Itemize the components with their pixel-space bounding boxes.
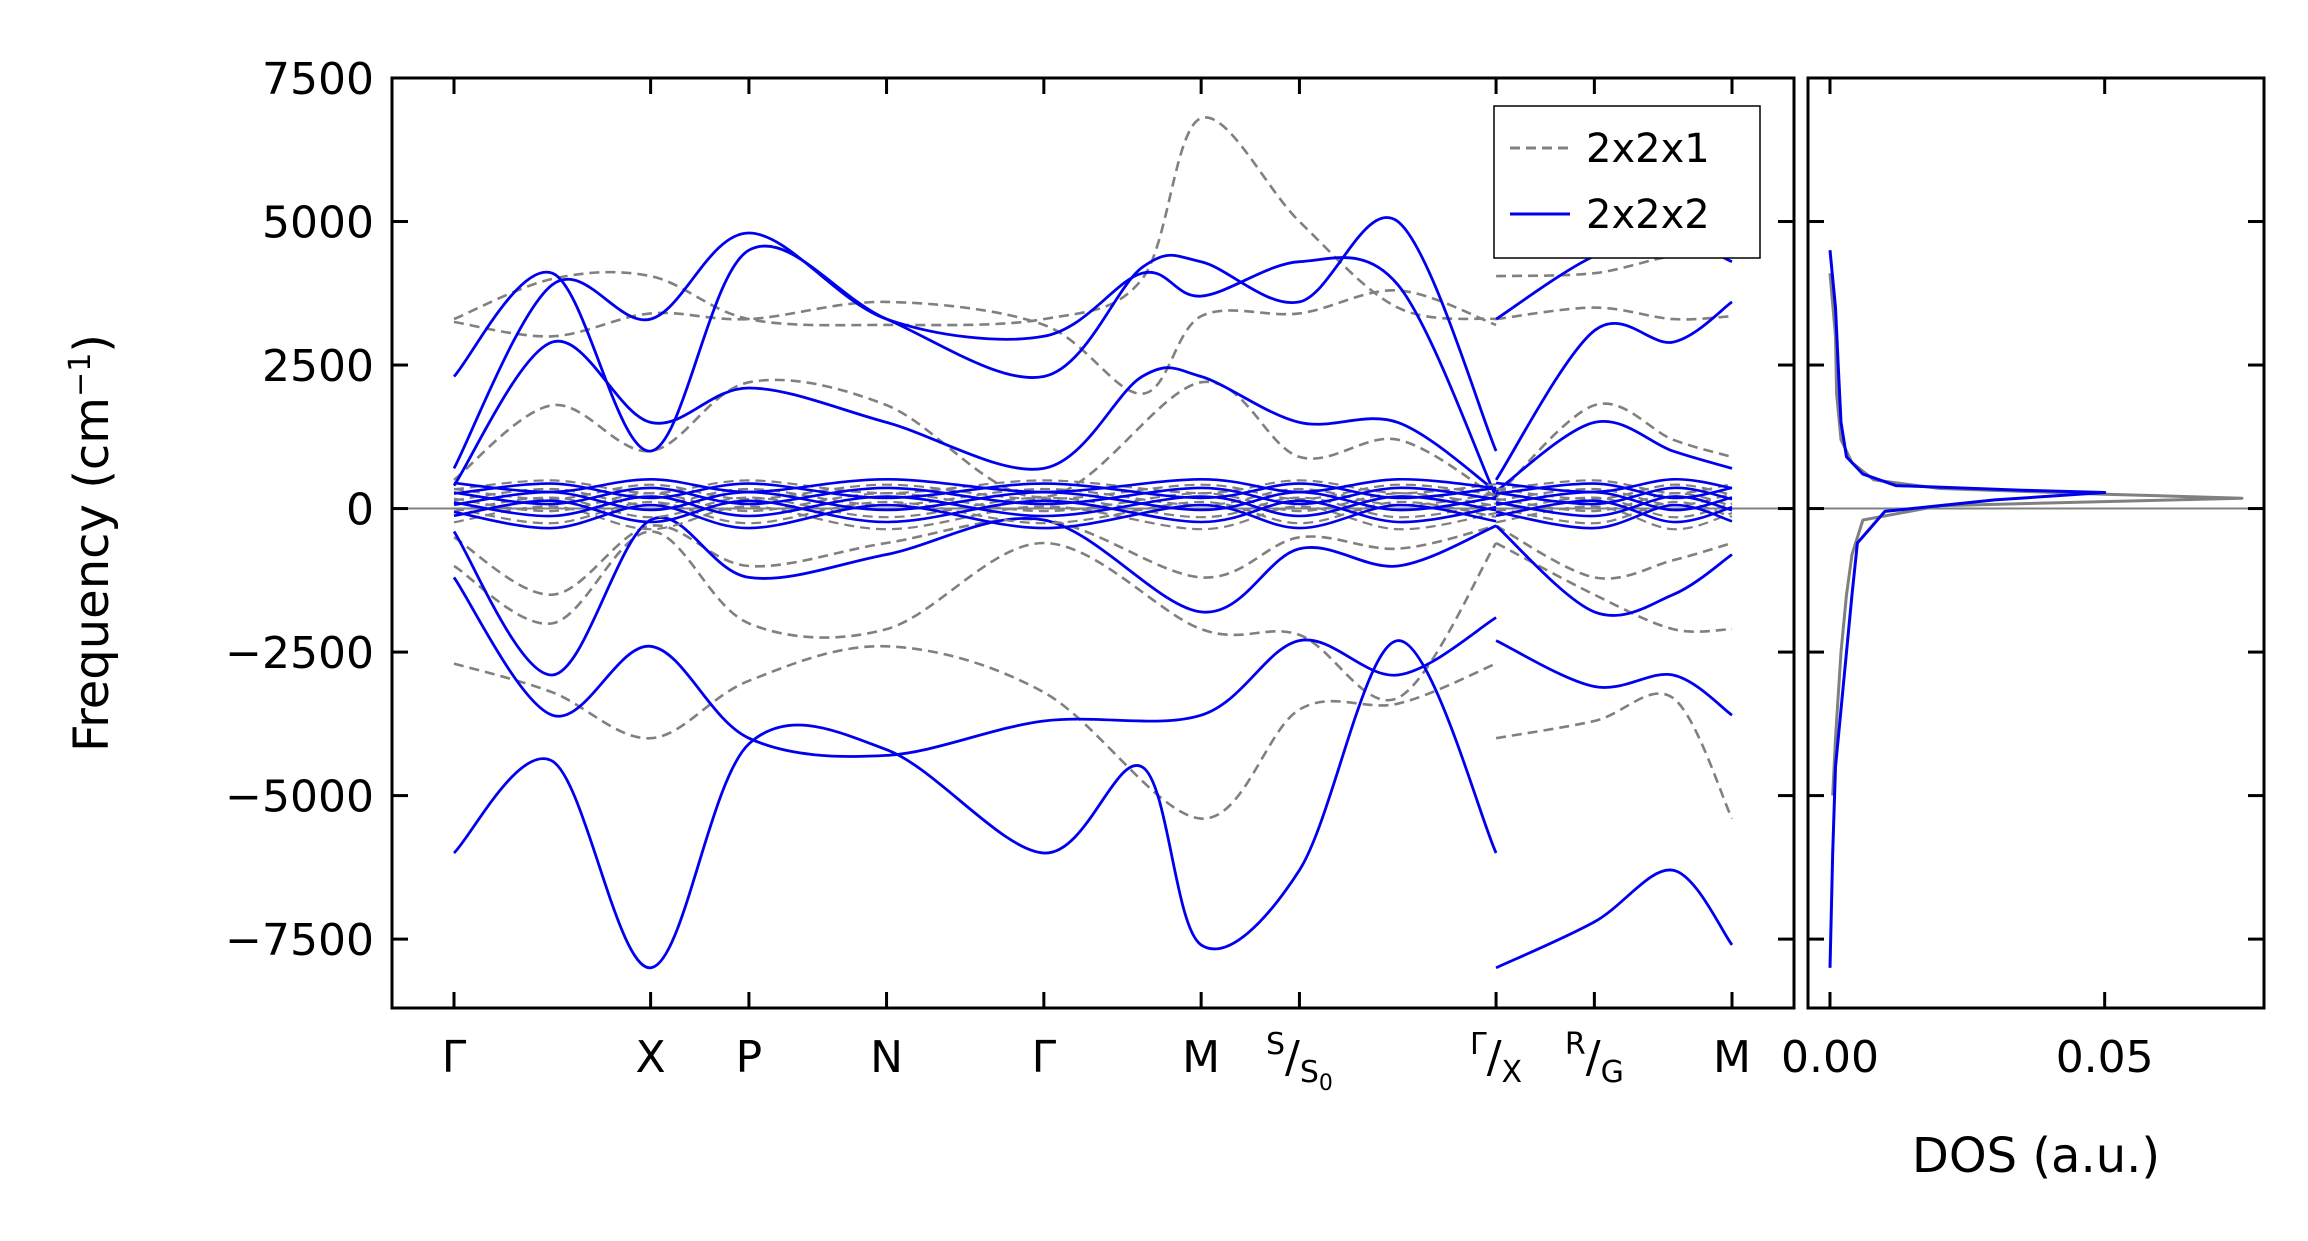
band-line-2x2x1-3 — [1495, 306, 1733, 321]
kpath-label: Γ — [1032, 1032, 1057, 1083]
band-line-2x2x1-2 — [453, 289, 1497, 396]
kpath-label: P — [736, 1032, 763, 1083]
kpath-label-compound: S/S0 — [1266, 1027, 1333, 1096]
dos-curve-2x2x2 — [1828, 250, 2107, 968]
kpath-label-compound: Γ/X — [1470, 1027, 1522, 1090]
ytick-label: 0 — [346, 485, 374, 536]
band-line-2x2x2-5 — [1495, 419, 1733, 493]
dos-axis-ticks: 0.00 0.05 — [1781, 78, 2154, 1083]
dos-plot-frame — [1806, 76, 2266, 1010]
legend-label-2x2x1: 2x2x1 — [1586, 126, 1710, 172]
frequency-axis-ticks: 7500 5000 2500 0 −2500 −5000 −7500 — [225, 54, 1794, 966]
band-bundle-2x2x2-1-1 — [1495, 482, 1733, 500]
band-line-2x2x1-5 — [1495, 402, 1733, 499]
band-line-2x2x2-10 — [453, 639, 1498, 970]
band-line-2x2x2-11 — [1495, 868, 1734, 970]
band-bundle-2x2x2-6-0 — [453, 503, 1497, 530]
band-bundle-2x2x2-6-1 — [1495, 503, 1733, 530]
kpath-label: M — [1182, 1032, 1220, 1083]
band-line-2x2x1-10 — [453, 644, 1497, 820]
band-line-2x2x1-9 — [1495, 541, 1733, 633]
band-bundle-2x2x1-6-1 — [1495, 505, 1733, 531]
band-line-2x2x1-1 — [1496, 253, 1733, 278]
kpath-label: X — [636, 1032, 666, 1083]
band-line-2x2x2-8 — [452, 576, 1497, 758]
band-line-2x2x2-4 — [452, 339, 1497, 493]
ytick-label: 7500 — [262, 54, 374, 105]
band-bundle-2x2x2-3-0 — [453, 490, 1497, 512]
band-bundle-2x2x1-4-1 — [1495, 496, 1733, 519]
dos-xtick-label: 0.05 — [2056, 1032, 2154, 1083]
band-line-2x2x1-8 — [453, 530, 1498, 702]
dos-panel: 0.00 0.05 DOS (a.u.) — [1781, 76, 2266, 1184]
band-lines — [452, 116, 1734, 970]
ytick-label: 5000 — [262, 198, 374, 249]
dos-frequency-ticks — [1808, 76, 2264, 941]
ytick-label: −2500 — [225, 628, 374, 679]
band-line-2x2x2-7 — [1495, 524, 1733, 617]
kpath-label-compound: R/G — [1565, 1027, 1624, 1090]
kpath-label: M — [1713, 1032, 1751, 1083]
band-bundle-2x2x2-2-0 — [453, 486, 1497, 506]
kpath-label: Γ — [442, 1032, 467, 1083]
legend-frame — [1493, 105, 1761, 259]
band-line-2x2x1-11 — [1495, 692, 1734, 820]
band-plot-frame — [390, 76, 1796, 1010]
band-bundle-2x2x1-1-0 — [453, 483, 1497, 501]
band-line-2x2x1-6 — [453, 517, 1497, 597]
band-line-2x2x2-2 — [452, 231, 1498, 498]
dos-curve-2x2x1 — [1828, 273, 2244, 796]
band-bundle-2x2x2-3-1 — [1495, 490, 1733, 512]
legend-label-2x2x2: 2x2x2 — [1586, 192, 1710, 238]
ytick-label: 2500 — [262, 341, 374, 392]
ytick-label: −5000 — [225, 772, 374, 823]
dos-xtick-label: 0.00 — [1781, 1032, 1879, 1083]
frequency-axis-label: Frequency (cm−1) — [63, 334, 120, 752]
band-line-2x2x2-9 — [1495, 639, 1733, 717]
band-line-2x2x1-0 — [453, 116, 1497, 327]
band-bundle-2x2x1-6-0 — [453, 505, 1497, 531]
band-bundle-2x2x1-0-1 — [1495, 479, 1733, 495]
band-bundle-2x2x1-3-0 — [453, 492, 1497, 513]
band-bundle-2x2x2-5-1 — [1495, 499, 1733, 524]
ytick-label: −7500 — [225, 915, 374, 966]
kpath-label: N — [870, 1032, 903, 1083]
kpath-axis-ticks: Γ X P N Γ M S/S0 Γ/X R/G M — [442, 78, 1751, 1096]
band-line-2x2x2-0 — [452, 216, 1498, 453]
band-line-2x2x2-6 — [452, 516, 1497, 677]
band-line-2x2x2-3 — [1494, 300, 1733, 481]
legend: 2x2x1 2x2x2 — [1493, 105, 1761, 259]
dos-axis-label: DOS (a.u.) — [1912, 1128, 2160, 1184]
dos-lines — [1828, 250, 2244, 968]
